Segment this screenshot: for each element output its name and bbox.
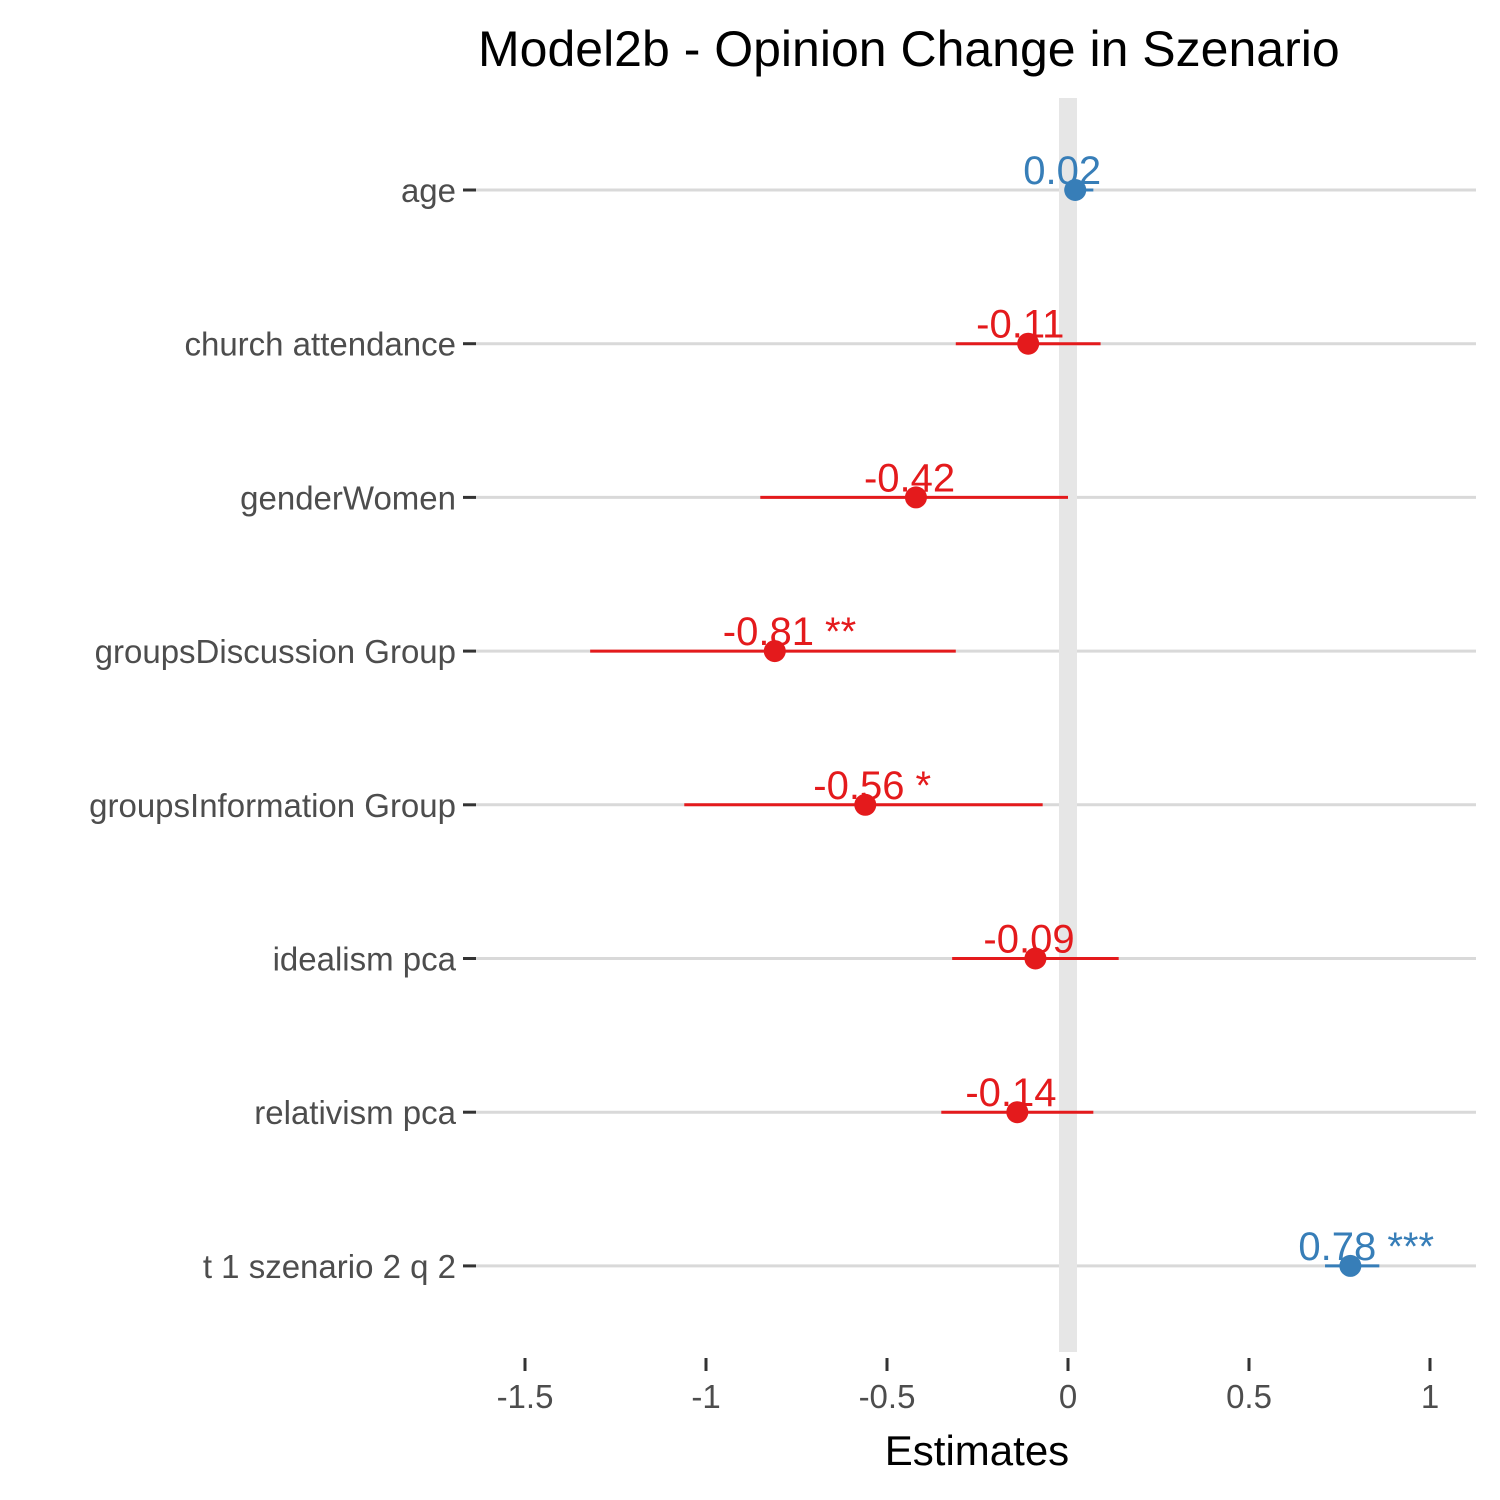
plot-area: -1.5 -1 -0.5 0 0.5 1 age 0.02 church attendance -… (89, 98, 1476, 1415)
chart-title: Model2b - Opinion Change in Szenario (478, 21, 1340, 77)
x-axis-title: Estimates (885, 1427, 1069, 1474)
x-tick-label: 0.5 (1226, 1378, 1272, 1415)
x-tick-label: -1 (691, 1378, 720, 1415)
estimate-point (1017, 332, 1040, 355)
x-tick-label: -1.5 (497, 1378, 554, 1415)
y-axis-label: genderWomen (240, 479, 456, 516)
estimate-point (763, 640, 786, 663)
y-axis-label: age (401, 172, 456, 209)
estimate-point (1064, 179, 1087, 201)
x-tick-label: -0.5 (859, 1378, 916, 1415)
value-label: -0.81 ** (723, 610, 856, 654)
x-tick-label: 1 (1421, 1378, 1439, 1415)
estimate-point (854, 793, 877, 816)
value-label: -0.14 (965, 1071, 1056, 1115)
estimate-point (904, 486, 927, 509)
y-axis-label: groupsDiscussion Group (95, 633, 456, 670)
y-axis-label: idealism pca (273, 941, 457, 978)
x-tick-label: 0 (1059, 1378, 1077, 1415)
estimate-point (1006, 1101, 1029, 1124)
y-axis-label: church attendance (184, 326, 456, 363)
value-label: 0.02 (1023, 149, 1101, 193)
value-label: -0.09 (983, 918, 1074, 962)
estimate-point (1339, 1254, 1362, 1277)
value-label: 0.78 *** (1298, 1225, 1434, 1269)
y-axis-label: t 1 szenario 2 q 2 (203, 1248, 456, 1285)
y-axis-label: relativism pca (254, 1094, 456, 1131)
value-label: -0.42 (864, 456, 955, 500)
value-label: -0.56 * (813, 764, 931, 808)
y-axis-label: groupsInformation Group (89, 787, 456, 824)
estimate-point (1024, 947, 1047, 970)
value-label: -0.11 (976, 303, 1064, 347)
